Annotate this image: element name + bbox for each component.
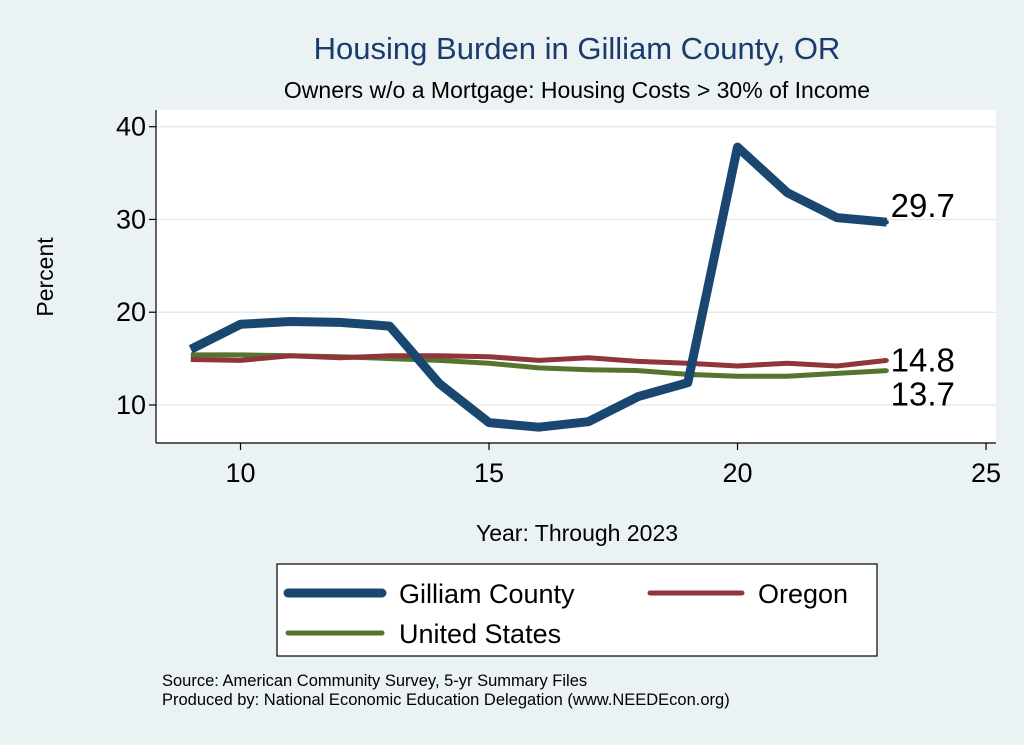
x-tick-label-25: 25 bbox=[971, 458, 1001, 488]
producer-note: Produced by: National Economic Education… bbox=[162, 691, 730, 709]
series-end-point-gilliam-county bbox=[884, 220, 889, 225]
series-line-gilliam-county bbox=[188, 142, 888, 432]
x-tick-label-20: 20 bbox=[723, 458, 753, 488]
y-tick-label-20: 20 bbox=[116, 297, 146, 327]
series-end-point-oregon bbox=[884, 358, 889, 363]
legend-label-united-states: United States bbox=[399, 619, 561, 649]
legend-box bbox=[276, 563, 878, 657]
series-group bbox=[188, 142, 889, 432]
series-end-point-united-states bbox=[884, 368, 889, 373]
chart-subtitle: Owners w/o a Mortgage: Housing Costs > 3… bbox=[284, 77, 870, 103]
end-label-gilliam-county: 29.7 bbox=[891, 187, 955, 224]
legend-label-gilliam-county: Gilliam County bbox=[399, 579, 575, 609]
grid-lines bbox=[156, 125, 996, 406]
x-tick-label-10: 10 bbox=[225, 458, 255, 488]
series-line-oregon bbox=[190, 353, 887, 369]
end-label-oregon: 14.8 bbox=[891, 341, 955, 378]
source-note: Source: American Community Survey, 5-yr … bbox=[162, 672, 588, 690]
x-tick-label-15: 15 bbox=[474, 458, 504, 488]
end-labels: 29.7 14.813.7 bbox=[891, 187, 955, 412]
end-label-united-states: 13.7 bbox=[891, 376, 955, 413]
legend-label-oregon: Oregon bbox=[758, 579, 848, 609]
y-tick-label-30: 30 bbox=[116, 204, 146, 234]
legend: Gilliam County Oregon United States bbox=[276, 563, 878, 657]
axes: 10 20 30 40 10 15 20 25 bbox=[116, 110, 1001, 488]
x-axis-label: Year: Through 2023 bbox=[476, 520, 678, 546]
chart-title: Housing Burden in Gilliam County, OR bbox=[314, 31, 841, 66]
y-tick-label-40: 40 bbox=[116, 112, 146, 142]
plot-area bbox=[156, 110, 996, 443]
y-tick-label-10: 10 bbox=[116, 390, 146, 420]
y-axis-label: Percent bbox=[32, 237, 58, 317]
